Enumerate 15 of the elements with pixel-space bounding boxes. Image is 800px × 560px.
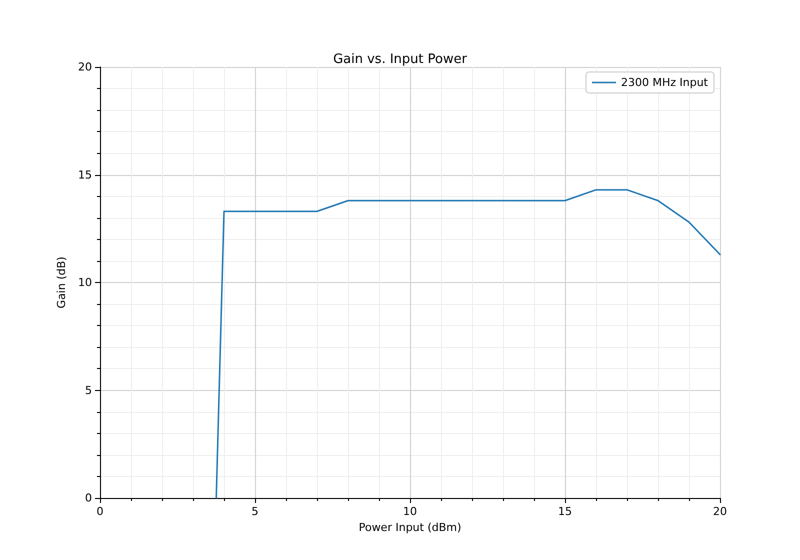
y-tick-label: 10 bbox=[78, 276, 92, 289]
y-tick-label: 0 bbox=[85, 492, 92, 504]
x-tick-label: 5 bbox=[252, 505, 258, 518]
y-axis-title: Gain (dB) bbox=[55, 256, 68, 308]
x-tick-label: 20 bbox=[713, 505, 727, 518]
x-tick-label: 15 bbox=[558, 505, 572, 518]
x-tick-label: 10 bbox=[403, 505, 417, 518]
y-tick-label: 20 bbox=[78, 60, 92, 74]
x-axis-title: Power Input (dBm) bbox=[358, 520, 462, 534]
line-series bbox=[216, 189, 721, 499]
x-tick-label: 0 bbox=[96, 505, 104, 518]
legend-label: 2300 MHz Input bbox=[620, 76, 709, 89]
y-tick-label: 5 bbox=[85, 384, 92, 397]
chart-title: Gain vs. Input Power bbox=[333, 52, 468, 67]
y-tick-label: 15 bbox=[78, 168, 92, 182]
